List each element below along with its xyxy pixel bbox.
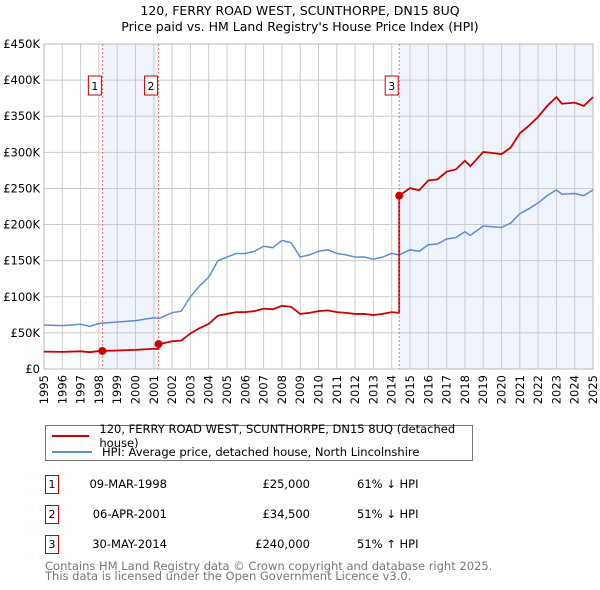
y-tick-label: £200K bbox=[3, 218, 40, 232]
sale-label-box bbox=[144, 75, 159, 96]
y-tick-label: £450K bbox=[3, 37, 40, 51]
y-tick-label: £300K bbox=[3, 145, 40, 159]
x-tick-label: 2017 bbox=[440, 375, 454, 404]
sale-price: £34,500 bbox=[262, 507, 310, 521]
y-tick-label: £150K bbox=[3, 254, 40, 268]
x-tick-label: 1995 bbox=[37, 375, 51, 404]
x-tick-label: 2022 bbox=[531, 375, 545, 404]
hpi-line bbox=[43, 188, 594, 328]
x-tick-label: 2008 bbox=[275, 375, 289, 404]
y-tick-label: £400K bbox=[3, 73, 40, 87]
x-tick-label: 1999 bbox=[110, 375, 124, 404]
x-tick-label: 2015 bbox=[403, 375, 417, 404]
sale-row: 3 30-MAY-2014 £240,000 51% ↑ HPI bbox=[45, 535, 445, 555]
x-tick-label: 1997 bbox=[74, 375, 88, 404]
sale-date: 06-APR-2001 bbox=[92, 507, 167, 521]
sale-hpi-diff: 51% ↓ HPI bbox=[357, 507, 419, 521]
sale-point-1 bbox=[98, 346, 107, 355]
shaded-period-3 bbox=[399, 44, 593, 369]
footer-copyright: Contains HM Land Registry data © Crown c… bbox=[45, 559, 493, 573]
x-tick-label: 2001 bbox=[147, 375, 161, 404]
chart-title: 120, FERRY ROAD WEST, SCUNTHORPE, DN15 8… bbox=[140, 3, 460, 18]
sale-price: £240,000 bbox=[255, 537, 310, 551]
sale-badge: 1 bbox=[45, 475, 59, 494]
x-tick-label: 2009 bbox=[293, 375, 307, 404]
x-tick-label: 2020 bbox=[495, 375, 509, 404]
x-tick-label: 1996 bbox=[55, 375, 69, 404]
x-tick-label: 2021 bbox=[513, 375, 527, 404]
x-tick-label: 2010 bbox=[312, 375, 326, 404]
x-tick-label: 2012 bbox=[348, 375, 362, 404]
sale-hpi-diff: 61% ↓ HPI bbox=[357, 477, 419, 491]
sale-label-box bbox=[384, 75, 399, 96]
footer-licence: This data is licensed under the Open Gov… bbox=[45, 569, 412, 583]
sale-hpi-diff: 51% ↑ HPI bbox=[357, 537, 419, 551]
x-tick-label: 2018 bbox=[458, 375, 472, 404]
plot-area: 1995 1996 1997 1998 1999 2000 2001 2002 2003 2004… bbox=[3, 37, 600, 404]
y-tick-label: £50K bbox=[11, 326, 41, 340]
sale-point-2 bbox=[154, 340, 163, 349]
x-tick-label: 2013 bbox=[366, 375, 380, 404]
x-tick-label: 2006 bbox=[238, 375, 252, 404]
sale-badge: 3 bbox=[45, 535, 59, 554]
x-tick-label: 2005 bbox=[220, 375, 234, 404]
y-tick-label: £350K bbox=[3, 109, 40, 123]
sale-price: £25,000 bbox=[262, 477, 310, 491]
x-tick-label: 2023 bbox=[549, 375, 563, 404]
x-tick-label: 2004 bbox=[202, 375, 216, 404]
y-tick-label: £250K bbox=[3, 181, 40, 195]
x-tick-label: 2025 bbox=[586, 375, 600, 404]
sale-label-2: 2 bbox=[148, 80, 155, 93]
sale-row: 2 06-APR-2001 £34,500 51% ↓ HPI bbox=[45, 505, 445, 525]
x-tick-label: 2019 bbox=[476, 375, 490, 404]
x-tick-label: 1998 bbox=[92, 375, 106, 404]
x-tick-label: 2000 bbox=[129, 375, 143, 404]
x-tick-label: 2007 bbox=[257, 375, 271, 404]
sale-point-3 bbox=[395, 191, 404, 200]
x-tick-label: 2024 bbox=[568, 375, 582, 404]
legend-swatch-hpi bbox=[52, 451, 92, 453]
sale-label-box bbox=[87, 75, 102, 96]
x-tick-label: 2003 bbox=[183, 375, 197, 404]
legend-label-hpi: HPI: Average price, detached house, Nort… bbox=[102, 445, 420, 459]
x-tick-label: 2016 bbox=[421, 375, 435, 404]
y-tick-label: £100K bbox=[3, 290, 40, 304]
shaded-period-1-2 bbox=[102, 44, 159, 369]
legend-swatch-property bbox=[52, 435, 90, 437]
x-tick-label: 2011 bbox=[330, 375, 344, 404]
sale-date: 09-MAR-1998 bbox=[89, 477, 167, 491]
x-tick-label: 2014 bbox=[385, 375, 399, 404]
sale-row: 1 09-MAR-1998 £25,000 61% ↓ HPI bbox=[45, 475, 445, 495]
x-tick-label: 2002 bbox=[165, 375, 179, 404]
chart-subtitle: Price paid vs. HM Land Registry's House … bbox=[121, 19, 479, 34]
legend: 120, FERRY ROAD WEST, SCUNTHORPE, DN15 8… bbox=[45, 422, 473, 461]
y-tick-label: £0 bbox=[25, 362, 40, 376]
legend-label-property: 120, FERRY ROAD WEST, SCUNTHORPE, DN15 8… bbox=[99, 422, 456, 450]
sale-label-1: 1 bbox=[91, 80, 98, 93]
plot-border bbox=[43, 43, 594, 370]
sale-date: 30-MAY-2014 bbox=[92, 537, 167, 551]
sale-badge: 2 bbox=[45, 505, 59, 524]
sale-label-3: 3 bbox=[388, 80, 395, 93]
